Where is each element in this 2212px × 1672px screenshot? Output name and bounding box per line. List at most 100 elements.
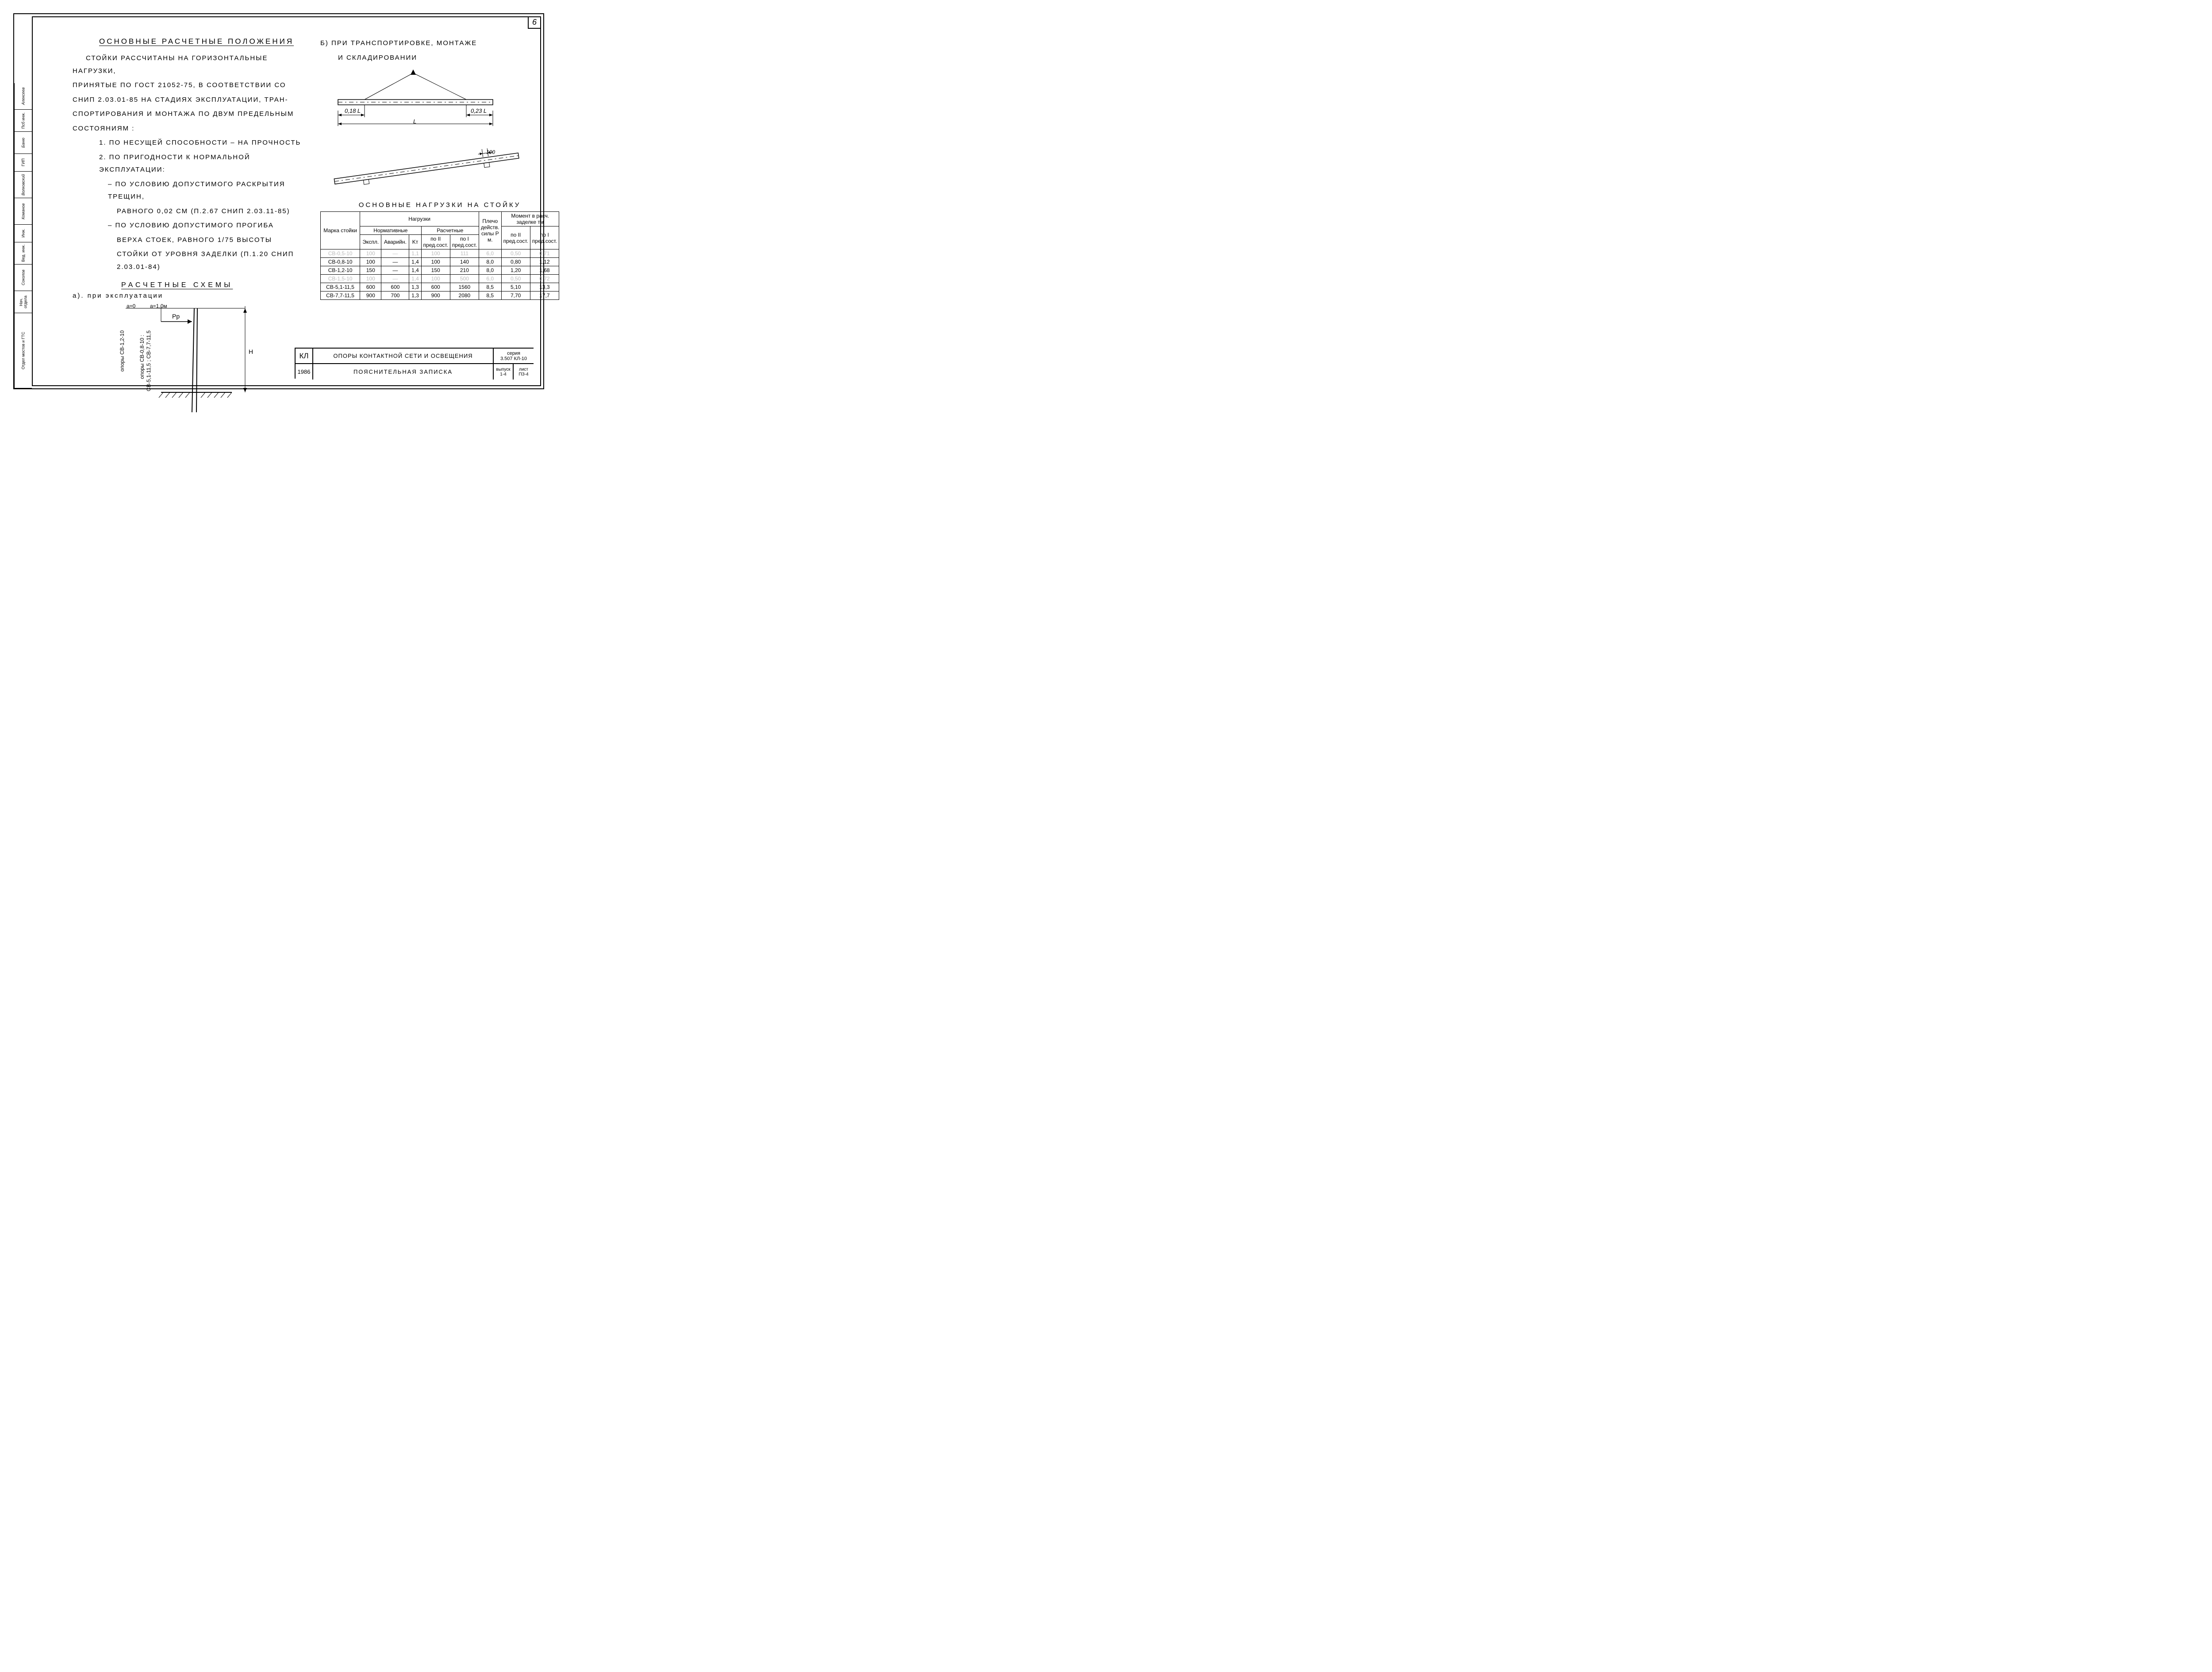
table-cell: 8,0 xyxy=(479,258,501,266)
table-cell: — xyxy=(381,275,409,283)
table-cell: 0,80 xyxy=(501,258,530,266)
th-ekspl: Экспл. xyxy=(360,235,381,249)
dim-label: 100 xyxy=(486,149,495,155)
right-column: б) при транспортировке, монтаже и склади… xyxy=(320,37,559,300)
list-subitem: верха стоек, равного 1/75 высоты xyxy=(117,234,303,247)
table-cell: 6,0 xyxy=(479,249,501,258)
th-calc: Расчетные xyxy=(421,226,479,235)
left-column: Основные расчетные положения Стойки расс… xyxy=(73,37,303,419)
table-row: СВ-0,8-10100—1,41001408,00,801,12 xyxy=(321,258,559,266)
list-item: 2. по пригодности к нормальной эксплуата… xyxy=(99,151,303,176)
dim-label: опоры СВ-0,8-10 : xyxy=(139,335,145,379)
stamp-name4: Баню xyxy=(14,132,32,154)
table-cell: 150 xyxy=(421,266,450,275)
outer-frame: Отдел мостов и ГТС Нач. отдела Соколов В… xyxy=(13,13,544,389)
table-cell: СВ-5,1-11,5 xyxy=(321,283,360,291)
table-cell: 100 xyxy=(360,258,381,266)
dim-label: L xyxy=(413,118,416,125)
table-cell: 8,0 xyxy=(479,266,501,275)
table-cell: 17,7 xyxy=(530,291,559,300)
diagram-storage: 100 xyxy=(320,144,559,197)
content-area: Основные расчетные положения Стойки расс… xyxy=(55,24,534,379)
table-cell: 600 xyxy=(381,283,409,291)
list-subitem: равного 0,02 см (п.2.67 СНиП 2.03.11-85) xyxy=(117,205,303,218)
table-cell: 1,4 xyxy=(409,258,421,266)
tb-kl: КЛ xyxy=(296,349,313,363)
th-arm: Плечо действ. силы Р м. xyxy=(479,212,501,249)
table-cell: 100 xyxy=(421,258,450,266)
table-cell: 1,4 xyxy=(409,266,421,275)
table-cell: 0,72 xyxy=(530,275,559,283)
table-cell: 700 xyxy=(381,291,409,300)
diagram-a-svg xyxy=(73,304,258,414)
binding-margin: Отдел мостов и ГТС Нач. отдела Соколов В… xyxy=(14,14,32,388)
table-cell: 13,3 xyxy=(530,283,559,291)
table-cell: 0,50 xyxy=(501,275,530,283)
section-title: Основные расчетные положения xyxy=(99,37,303,46)
table-cell: 6,0 xyxy=(479,275,501,283)
dim-label: СВ-5,1-11,5 ; СВ-7,7-11,5 xyxy=(146,330,152,391)
table-cell: 900 xyxy=(360,291,381,300)
th-norm: Нормативные xyxy=(360,226,421,235)
list-item: 1. по несущей способности – на прочность xyxy=(99,137,303,150)
tb-series: 3.507 КЛ-10 xyxy=(500,356,527,361)
th-k: Kт xyxy=(409,235,421,249)
table-cell: 210 xyxy=(450,266,479,275)
list-subitem: стойки от уровня заделки (п.1.20 СНиП 2.… xyxy=(117,248,303,273)
table-row: СВ-1,5-10100—1,41005006,00,500,72 xyxy=(321,275,559,283)
th-loads: Нагрузки xyxy=(360,212,479,226)
th-moment: Момент в расч. заделке тм xyxy=(501,212,559,226)
table-cell: — xyxy=(381,249,409,258)
stamp-name3: Волковский xyxy=(14,172,32,198)
tb-title2: Пояснительная записка xyxy=(313,364,494,380)
table-row: СВ-0,5-10100—1,11001116,00,500,71 xyxy=(321,249,559,258)
tb-sheet: ПЗ-4 xyxy=(518,372,528,377)
table-row: СВ-5,1-11,56006001,360015608,55,1013,3 xyxy=(321,283,559,291)
th-p2: по II пред.сост. xyxy=(421,235,450,249)
table-cell: 150 xyxy=(360,266,381,275)
table-cell: 1,20 xyxy=(501,266,530,275)
table-cell: 500 xyxy=(450,275,479,283)
title-block: КЛ Опоры контактной сети и освещения сер… xyxy=(295,348,534,379)
table-cell: 1,68 xyxy=(530,266,559,275)
table-cell: 1,1 xyxy=(409,249,421,258)
stamp-name2: Команов xyxy=(14,198,32,225)
para-line: состояниям : xyxy=(73,123,303,135)
diagram-b-svg xyxy=(320,69,506,135)
tb-sheet-lbl: лист xyxy=(519,367,528,372)
table-cell: 140 xyxy=(450,258,479,266)
stamp-gip: ГИП xyxy=(14,154,32,172)
list-subitem: – по условию допустимого раскрытия трещи… xyxy=(108,178,303,203)
dim-label: a=0 xyxy=(127,303,135,309)
diagram-c-svg xyxy=(320,144,533,192)
stamp-dept: Отдел мостов и ГТС xyxy=(14,313,32,388)
th-p1: по I пред.сост. xyxy=(450,235,479,249)
force-label: Pр xyxy=(172,313,180,320)
dim-label: опоры СВ-1,2-10 xyxy=(119,330,125,372)
scheme-a-label: а). при эксплуатации xyxy=(73,292,303,299)
table-title: Основные нагрузки на стойку xyxy=(320,201,559,209)
list-subitem: – по условию допустимого прогиба xyxy=(108,219,303,232)
table-cell: 100 xyxy=(360,249,381,258)
th-m2: по II пред.сост. xyxy=(501,226,530,249)
para-line: принятые по ГОСТ 21052-75, в соответстви… xyxy=(73,79,303,92)
tb-issue: 1-4 xyxy=(500,372,506,377)
table-cell: 2080 xyxy=(450,291,479,300)
table-cell: 600 xyxy=(360,283,381,291)
tb-issue-lbl: выпуск xyxy=(496,367,510,372)
table-cell: СВ-0,8-10 xyxy=(321,258,360,266)
scheme-b-label2: и складировании xyxy=(338,52,559,65)
table-cell: 5,10 xyxy=(501,283,530,291)
table-cell: 100 xyxy=(360,275,381,283)
th-mark: Марка стойки xyxy=(321,212,360,249)
table-cell: 1,3 xyxy=(409,291,421,300)
table-cell: 1,3 xyxy=(409,283,421,291)
loads-table: Марка стойки Нагрузки Плечо действ. силы… xyxy=(320,211,559,300)
dim-label: 0,23 L xyxy=(471,107,487,114)
table-cell: 8,5 xyxy=(479,291,501,300)
inner-frame: 6 Основные расчетные положения Стойки ра… xyxy=(32,16,541,386)
scheme-b-label: б) при транспортировке, монтаже xyxy=(320,37,559,50)
table-cell: — xyxy=(381,258,409,266)
th-avar: Аварийн. xyxy=(381,235,409,249)
stamp-head: Нач. отдела xyxy=(14,291,32,313)
